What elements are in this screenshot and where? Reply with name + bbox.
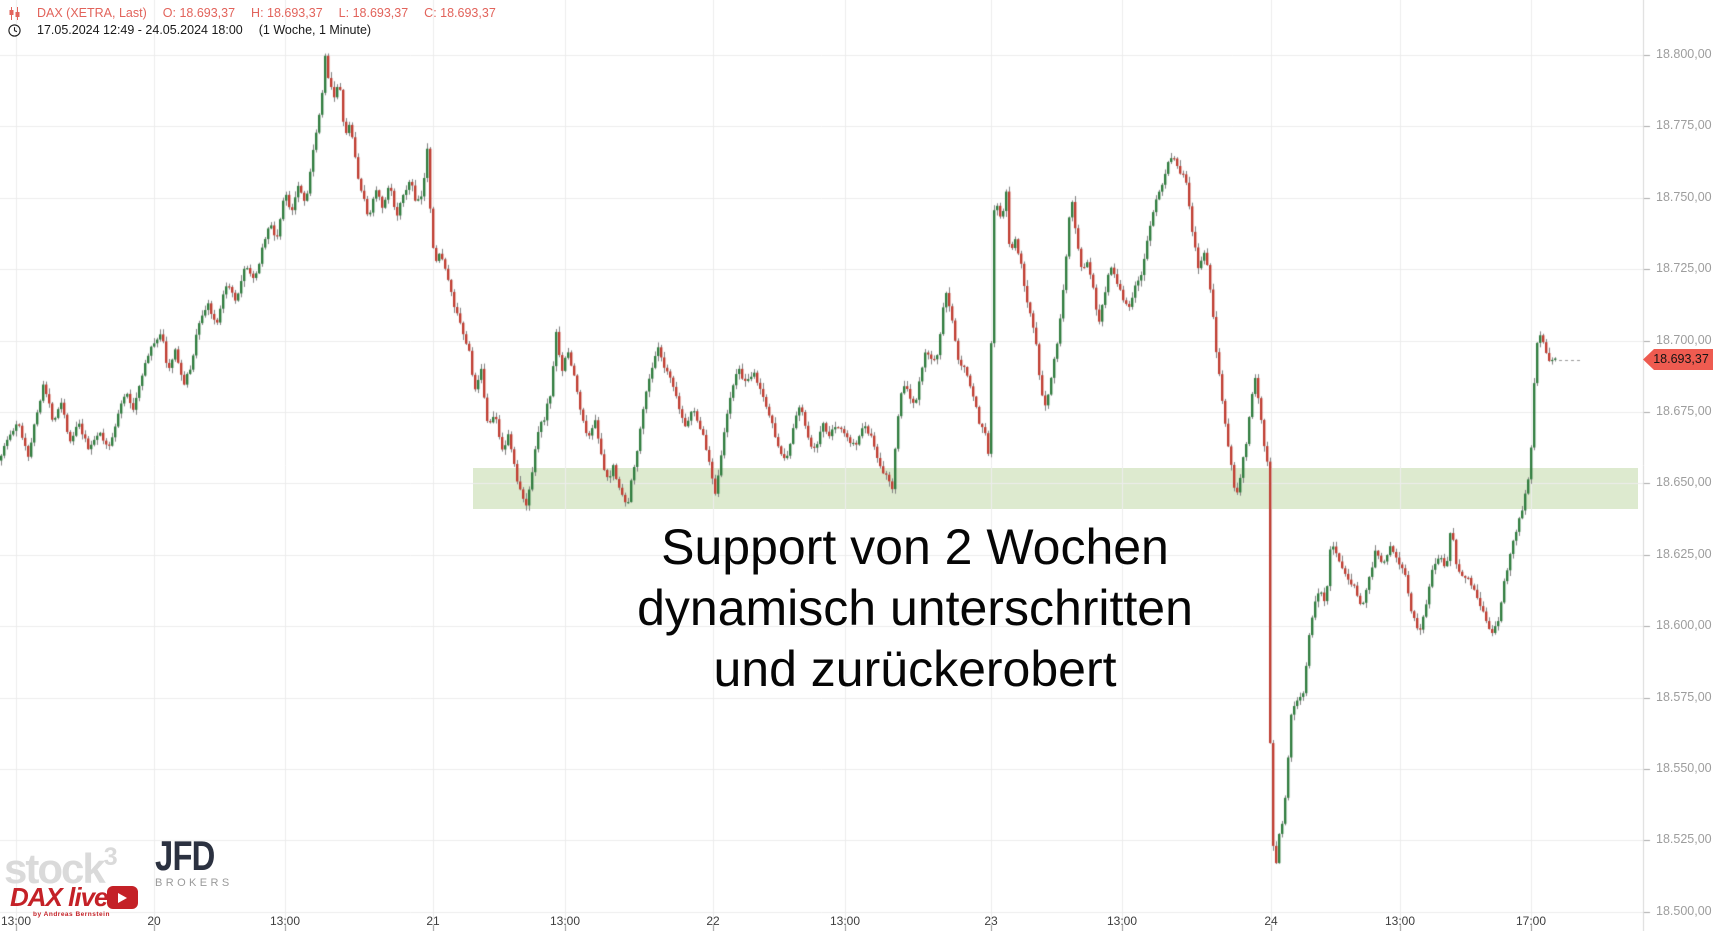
ohlc-high: H: 18.693,37: [251, 6, 323, 20]
interval-label: (1 Woche, 1 Minute): [258, 23, 372, 37]
jfd-brokers-text: BROKERS: [155, 877, 233, 889]
ohlc-open: O: 18.693,37: [162, 6, 236, 20]
jfd-brokers-logo: JFD BROKERS: [155, 832, 233, 890]
annotation-line-1: Support von 2 Wochen: [661, 519, 1169, 575]
support-annotation-text: Support von 2 Wochen dynamisch unterschr…: [615, 517, 1215, 700]
instrument-label: DAX (XETRA, Last): [37, 6, 147, 20]
price-tick-label: 18.600,00: [1656, 618, 1712, 633]
time-tick-label: 22: [706, 914, 720, 928]
price-tick-label: 18.500,00: [1656, 903, 1712, 918]
time-tick-label: 21: [426, 914, 440, 928]
last-price-badge: 18.693,37: [1643, 349, 1713, 371]
dax-live-logo: DAX live by Andreas Bernstein: [10, 882, 138, 918]
chart-header: DAX (XETRA, Last) O: 18.693,37 H: 18.693…: [8, 5, 506, 39]
time-tick-label: 13:00: [829, 914, 861, 928]
clock-icon: [8, 23, 21, 37]
price-tick-label: 18.550,00: [1656, 761, 1712, 775]
ohlc-low: L: 18.693,37: [338, 6, 409, 20]
stock3-sup: 3: [103, 843, 118, 871]
price-tick-label: 18.575,00: [1656, 689, 1712, 704]
annotation-line-2: dynamisch unterschritten: [637, 580, 1193, 636]
price-tick-label: 18.650,00: [1656, 475, 1712, 490]
price-tick-label: 18.700,00: [1656, 332, 1712, 347]
price-tick-label: 18.800,00: [1656, 47, 1712, 61]
jfd-text: JFD: [155, 832, 215, 879]
price-tick-label: 18.725,00: [1656, 261, 1712, 276]
ohlc-close: C: 18.693,37: [424, 6, 496, 20]
price-tick-label: 18.775,00: [1656, 118, 1712, 133]
stock3-text: stock: [4, 845, 106, 892]
time-tick-label: 17:00: [1515, 914, 1547, 928]
candlestick-icon: [8, 6, 21, 20]
dax-live-byline: by Andreas Bernstein: [33, 911, 110, 918]
price-tick-label: 18.675,00: [1656, 404, 1712, 418]
time-tick-label: 13:00: [269, 914, 301, 928]
dax-live-text: DAX live: [10, 882, 108, 912]
price-tick-label: 18.750,00: [1656, 189, 1712, 204]
time-tick-label: 13:00: [549, 914, 581, 928]
date-range-label: 17.05.2024 12:49 - 24.05.2024 18:00: [37, 23, 243, 37]
annotation-line-3: und zurückerobert: [713, 641, 1117, 697]
time-tick-label: 13:00: [0, 914, 32, 928]
youtube-play-icon: [107, 886, 138, 909]
time-tick-label: 20: [147, 914, 161, 928]
time-tick-label: 23: [984, 914, 998, 928]
stock3-watermark-logo: stock3: [4, 836, 118, 890]
time-tick-label: 13:00: [1384, 914, 1416, 928]
price-axis[interactable]: [1643, 0, 1713, 931]
time-tick-label: 13:00: [1106, 914, 1138, 928]
price-tick-label: 18.525,00: [1656, 832, 1712, 847]
time-tick-label: 24: [1264, 914, 1278, 928]
price-tick-label: 18.625,00: [1656, 546, 1712, 561]
